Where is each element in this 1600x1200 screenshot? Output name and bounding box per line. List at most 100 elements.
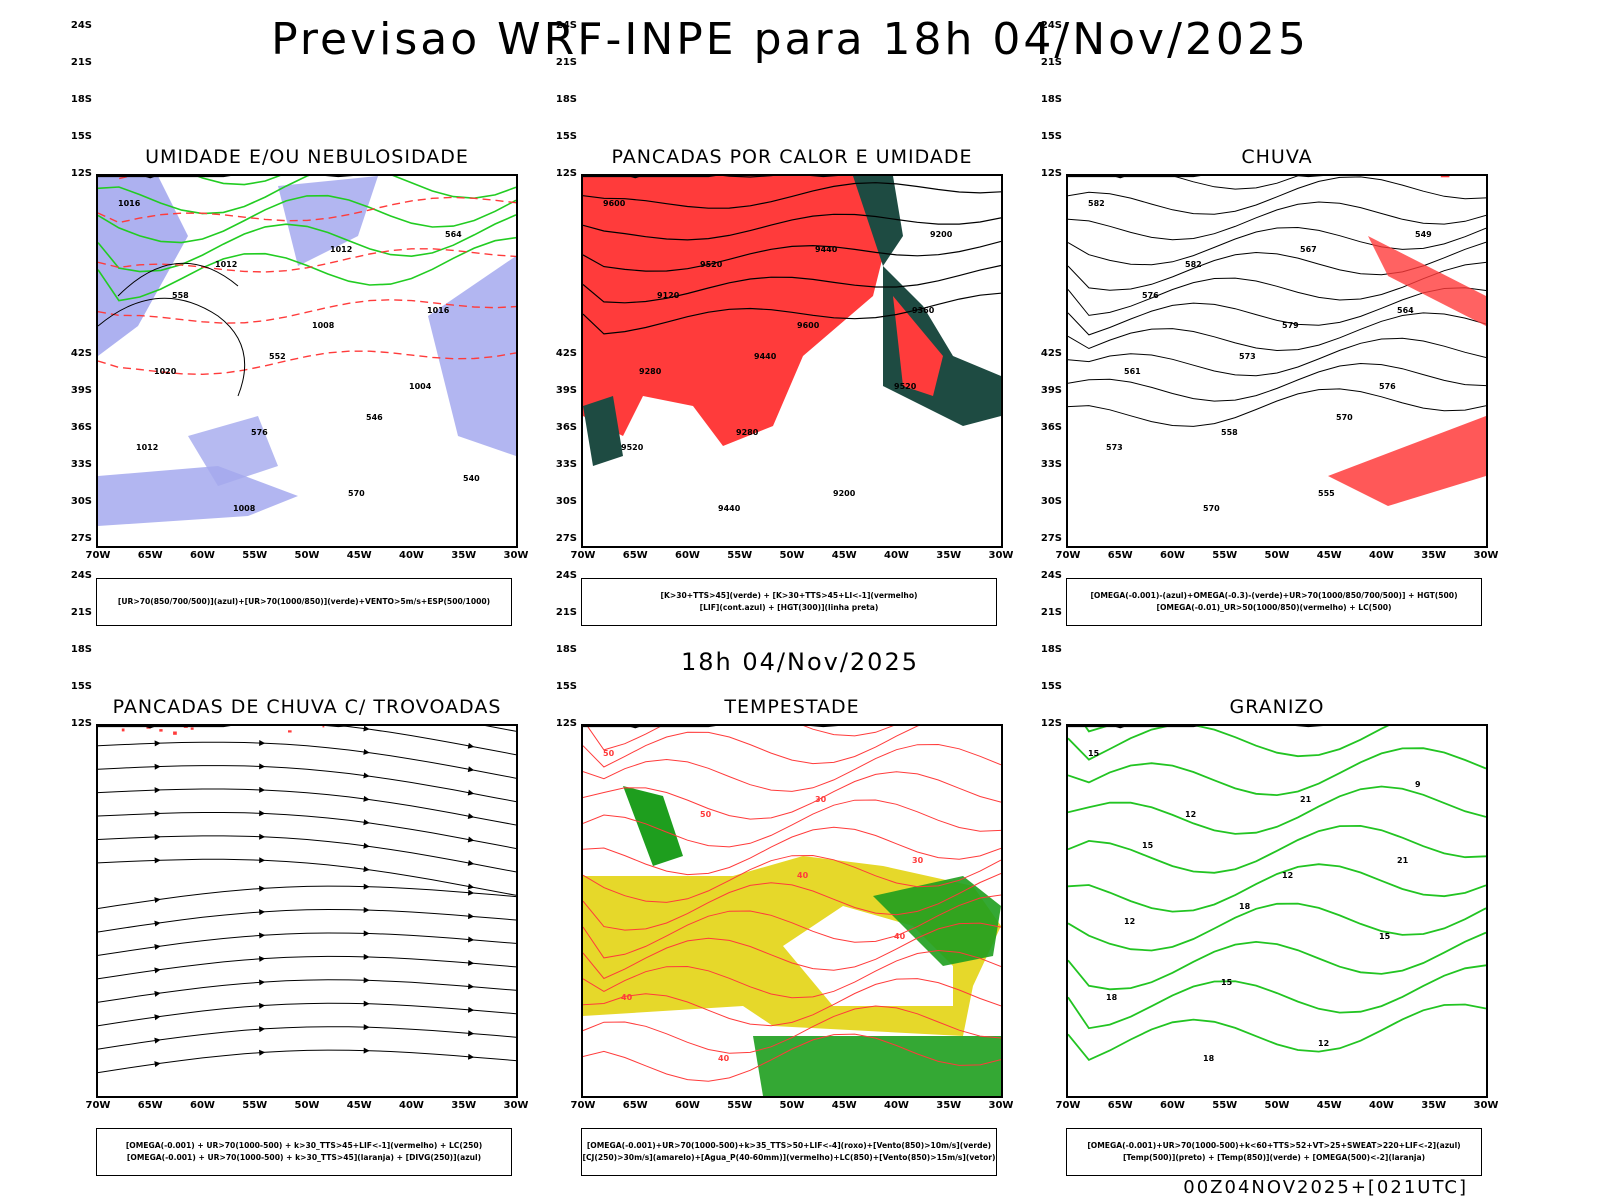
hgt500-contour xyxy=(1068,226,1486,266)
longitude-label: 45W xyxy=(346,550,372,561)
rain-red-cell xyxy=(1440,176,1450,178)
longitude-label: 40W xyxy=(399,550,424,561)
contour-label: 573 xyxy=(1239,352,1256,361)
longitude-label: 70W xyxy=(85,1100,111,1111)
map-svg: 50 50 40 40 40 40 30 30 xyxy=(583,726,1001,1096)
longitude-label: 55W xyxy=(727,550,753,561)
streamline-arrow xyxy=(259,786,266,793)
streamline-arrow xyxy=(154,1014,161,1021)
streamline-arrow xyxy=(259,810,266,817)
streamline-arrow xyxy=(154,857,161,864)
contour-label: 12 xyxy=(1185,810,1196,819)
contour-label: 9280 xyxy=(639,367,662,376)
latitude-label: 39S xyxy=(70,385,92,396)
streamline-arrow xyxy=(258,979,266,986)
lc850-red-contour xyxy=(583,872,1001,931)
map-svg: 9600 9520 9600 9520 9520 9440 9440 9360 9280 9280… xyxy=(583,176,1001,513)
longitude-label: 40W xyxy=(1369,1100,1394,1111)
map-layers xyxy=(98,726,516,1074)
thunder-red-cell xyxy=(173,731,177,735)
longitude-label: 35W xyxy=(936,1100,962,1111)
streamline-arrow xyxy=(467,936,475,943)
hgt300-contour xyxy=(583,292,1001,335)
streamline-arrow xyxy=(154,990,161,997)
contour-label: 15 xyxy=(1221,978,1233,987)
longitude-label: 65W xyxy=(137,550,163,561)
lc850-red-contour xyxy=(583,726,919,768)
streamline-arrow xyxy=(467,766,475,773)
streamline-arrow xyxy=(154,740,161,747)
hgt500-contour xyxy=(1068,176,1486,215)
contour-label: 1008 xyxy=(233,504,256,513)
latitude-label: 24S xyxy=(70,20,92,31)
streamline-arrow xyxy=(154,1061,161,1068)
humidity-green-contour xyxy=(98,176,516,215)
map-layers: 1016 1012 1008 1004 1012 1008 1012 1016 1020 576 5… xyxy=(98,176,516,526)
humidity-green-contour xyxy=(98,194,516,244)
legend-line: [Temp(500)](preto) + [Temp(850)](verde) … xyxy=(1122,1153,1426,1162)
streamline xyxy=(98,932,516,956)
panel-umidade: UMIDADE E/OU NEBULOSIDADE 1016 1012 1008 10… xyxy=(56,20,528,636)
contour-label: 30 xyxy=(815,795,827,804)
thickness-red-contour xyxy=(98,299,516,324)
temp850-green-contour xyxy=(1068,1003,1486,1062)
streamline xyxy=(98,741,516,779)
longitude-label: 55W xyxy=(727,1100,753,1111)
streamline-arrow xyxy=(363,906,370,913)
hgt500-contour xyxy=(1068,388,1486,427)
streamline-arrow xyxy=(363,819,370,826)
contour-label: 12 xyxy=(1124,917,1135,926)
legend-line: [OMEGA(-0.001) + UR>70(1000-500) + k>30_… xyxy=(126,1153,482,1162)
longitude-label: 50W xyxy=(779,1100,805,1111)
streamline-arrow xyxy=(259,740,266,746)
contour-label: 567 xyxy=(1300,245,1317,254)
longitude-label: 65W xyxy=(1107,550,1133,561)
heat-green-area xyxy=(583,396,623,466)
longitude-label: 50W xyxy=(294,550,320,561)
streamline-arrow xyxy=(258,1049,266,1056)
thickness-red-contour xyxy=(98,196,516,224)
thunder-red-cell xyxy=(121,728,125,732)
streamline-arrow xyxy=(363,842,370,849)
latitude-label: 21S xyxy=(70,57,92,68)
longitude-label: 30W xyxy=(1473,550,1499,561)
longitude-label: 65W xyxy=(137,1100,163,1111)
streamline-arrow xyxy=(363,726,370,732)
streamline xyxy=(98,955,516,980)
pressure-contour xyxy=(98,297,246,397)
longitude-label: 55W xyxy=(242,1100,268,1111)
longitude-label: 55W xyxy=(1212,550,1238,561)
longitude-label: 65W xyxy=(1107,1100,1133,1111)
latitude-label: 15S xyxy=(555,131,577,142)
streamline-arrow xyxy=(258,1002,266,1009)
panel-title: UMIDADE E/OU NEBULOSIDADE xyxy=(145,146,469,168)
longitude-label: 35W xyxy=(451,1100,477,1111)
map-umidade: 1016 1012 1008 1004 1012 1008 1012 1016 1020 576 5… xyxy=(96,174,518,548)
latitude-label: 33S xyxy=(1040,459,1062,470)
heat-green-area xyxy=(853,176,903,266)
latitude-label: 24S xyxy=(555,20,577,31)
contour-label: 561 xyxy=(1124,367,1141,376)
streamline-arrow xyxy=(467,883,475,890)
longitude-label: 60W xyxy=(675,550,700,561)
legend-line: [CJ(250)>30m/s](amarelo)+[Agua_P(40-60mm… xyxy=(582,1153,996,1162)
humidity-blue-area xyxy=(428,256,516,456)
streamline-arrow xyxy=(154,763,161,770)
legend-chuva: [OMEGA(-0.001)-(azul)+OMEGA(-0.3)-(verde… xyxy=(1066,578,1482,626)
latitude-label: 30S xyxy=(1040,496,1062,507)
streamline-arrow xyxy=(363,866,370,873)
legend-line: [LIF](cont.azul) + [HGT(300)](linha pret… xyxy=(699,603,879,612)
contour-label: 1004 xyxy=(409,382,432,391)
streamline-arrow xyxy=(258,909,266,916)
latitude-label: 12S xyxy=(70,718,92,729)
streamline-arrow xyxy=(363,748,370,755)
panel-chuva: CHUVA 582 582 579 576 573 570 567 564 561 558 555 5… xyxy=(1026,20,1498,636)
streamline-arrow xyxy=(154,967,161,974)
streamline-arrow xyxy=(467,959,475,966)
latitude-label: 12S xyxy=(70,168,92,179)
streamline xyxy=(98,885,516,909)
streamline-arrow xyxy=(154,897,161,904)
latitude-label: 12S xyxy=(1040,718,1062,729)
streamline-arrow xyxy=(363,953,370,960)
hgt500-contour xyxy=(1068,337,1486,377)
